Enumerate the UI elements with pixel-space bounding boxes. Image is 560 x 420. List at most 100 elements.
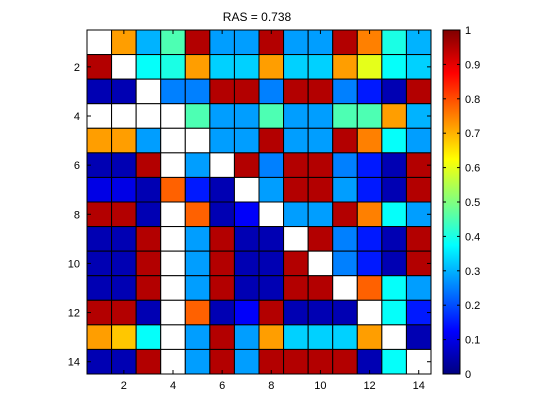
heatmap-cell [111, 176, 137, 203]
heatmap-cell [233, 127, 260, 154]
colorbar-tick-label: 0 [465, 369, 471, 381]
colorbar-tick-label: 0.2 [465, 300, 480, 312]
heatmap-cell [307, 250, 334, 277]
heatmap-cell [381, 176, 407, 203]
colorbar: 0 0.1 0.2 0.3 0.4 0.5 0.6 0.7 0.8 0.9 1 [442, 25, 480, 381]
heatmap-cell [356, 176, 383, 203]
heatmap-cell [283, 324, 309, 350]
heatmap-cell [381, 201, 407, 228]
heatmap-cell [307, 127, 334, 154]
heatmap-plot [86, 29, 432, 375]
heatmap-cell [160, 250, 186, 277]
heatmap-cell [356, 78, 383, 105]
heatmap-cell [307, 299, 334, 326]
heatmap-cell [160, 324, 186, 350]
heatmap-cell [381, 299, 407, 326]
heatmap-cell [307, 152, 334, 178]
heatmap-cell [111, 201, 137, 228]
heatmap-cell [405, 324, 432, 350]
heatmap-cell [209, 275, 235, 301]
heatmap-cell [135, 226, 162, 252]
heatmap-cell [381, 29, 407, 56]
colorbar-tick-label: 0.7 [465, 128, 480, 140]
heatmap-cell [258, 299, 285, 326]
heatmap-cell [258, 226, 285, 252]
heatmap-cell [233, 152, 260, 178]
heatmap-cell [135, 176, 162, 203]
heatmap-cell [332, 176, 358, 203]
heatmap-cell [356, 152, 383, 178]
heatmap-cell [283, 78, 309, 105]
heatmap-cell [111, 299, 137, 326]
heatmap-cell [283, 54, 309, 80]
heatmap-cell [160, 78, 186, 105]
heatmap-cell [332, 127, 358, 154]
heatmap-cell [258, 324, 285, 350]
y-axis: 2 4 6 8 10 12 14 [68, 62, 431, 369]
x-tick-label: 2 [121, 380, 127, 392]
heatmap-cell [184, 299, 211, 326]
y-tick-label: 14 [68, 357, 80, 369]
heatmap-cell [86, 29, 113, 56]
heatmap-cell [184, 348, 211, 375]
heatmap-cell [135, 348, 162, 375]
x-axis: 2 4 6 8 10 12 14 [121, 30, 425, 392]
heatmap-cell [258, 250, 285, 277]
heatmap-cell [86, 348, 113, 375]
heatmap-cell [258, 78, 285, 105]
heatmap-cell [135, 275, 162, 301]
heatmap-cell [86, 176, 113, 203]
heatmap-cell [356, 250, 383, 277]
colorbar-tick-label: 0.4 [465, 231, 480, 243]
x-tick-label: 4 [170, 380, 176, 392]
heatmap-cell [381, 250, 407, 277]
heatmap-cell [283, 348, 309, 375]
heatmap-cell [135, 103, 162, 129]
colorbar-tick-label: 0.5 [465, 197, 480, 209]
heatmap-cell [332, 54, 358, 80]
y-tick-label: 6 [74, 160, 80, 172]
heatmap-cell [184, 152, 211, 178]
heatmap-cell [111, 152, 137, 178]
heatmap-cell [86, 226, 113, 252]
heatmap-cell [160, 103, 186, 129]
heatmap-cell [258, 152, 285, 178]
heatmap-cell [307, 201, 334, 228]
heatmap-cell [184, 78, 211, 105]
heatmap-cell [258, 103, 285, 129]
x-tick-label: 12 [363, 380, 375, 392]
heatmap-cell [405, 348, 432, 375]
heatmap-cell [135, 324, 162, 350]
heatmap-cell [332, 324, 358, 350]
heatmap-cell [135, 78, 162, 105]
heatmap-cell [135, 299, 162, 326]
heatmap-cell [209, 348, 235, 375]
heatmap-cell [233, 275, 260, 301]
heatmap-cell [381, 103, 407, 129]
heatmap-cell [332, 226, 358, 252]
heatmap-cell [405, 176, 432, 203]
heatmap-cell [356, 103, 383, 129]
heatmap-cell [283, 29, 309, 56]
colorbar-tick-label: 0.6 [465, 163, 480, 175]
heatmap-cell [209, 226, 235, 252]
heatmap-cell [283, 201, 309, 228]
colorbar-tick-label: 1 [465, 25, 471, 37]
heatmap-cell [233, 201, 260, 228]
heatmap-cell [233, 176, 260, 203]
colorbar-tick-label: 0.8 [465, 94, 480, 106]
heatmap-cell [332, 103, 358, 129]
heatmap-cell [135, 127, 162, 154]
heatmap-cell [332, 348, 358, 375]
heatmap-cell [111, 275, 137, 301]
heatmap-cell [332, 152, 358, 178]
heatmap-cell [307, 103, 334, 129]
heatmap-cell [356, 201, 383, 228]
heatmap-cell [283, 226, 309, 252]
heatmap-cell [160, 348, 186, 375]
heatmap-cell [405, 299, 432, 326]
x-tick-label: 6 [219, 380, 225, 392]
heatmap-cell [307, 78, 334, 105]
heatmap-cell [209, 127, 235, 154]
